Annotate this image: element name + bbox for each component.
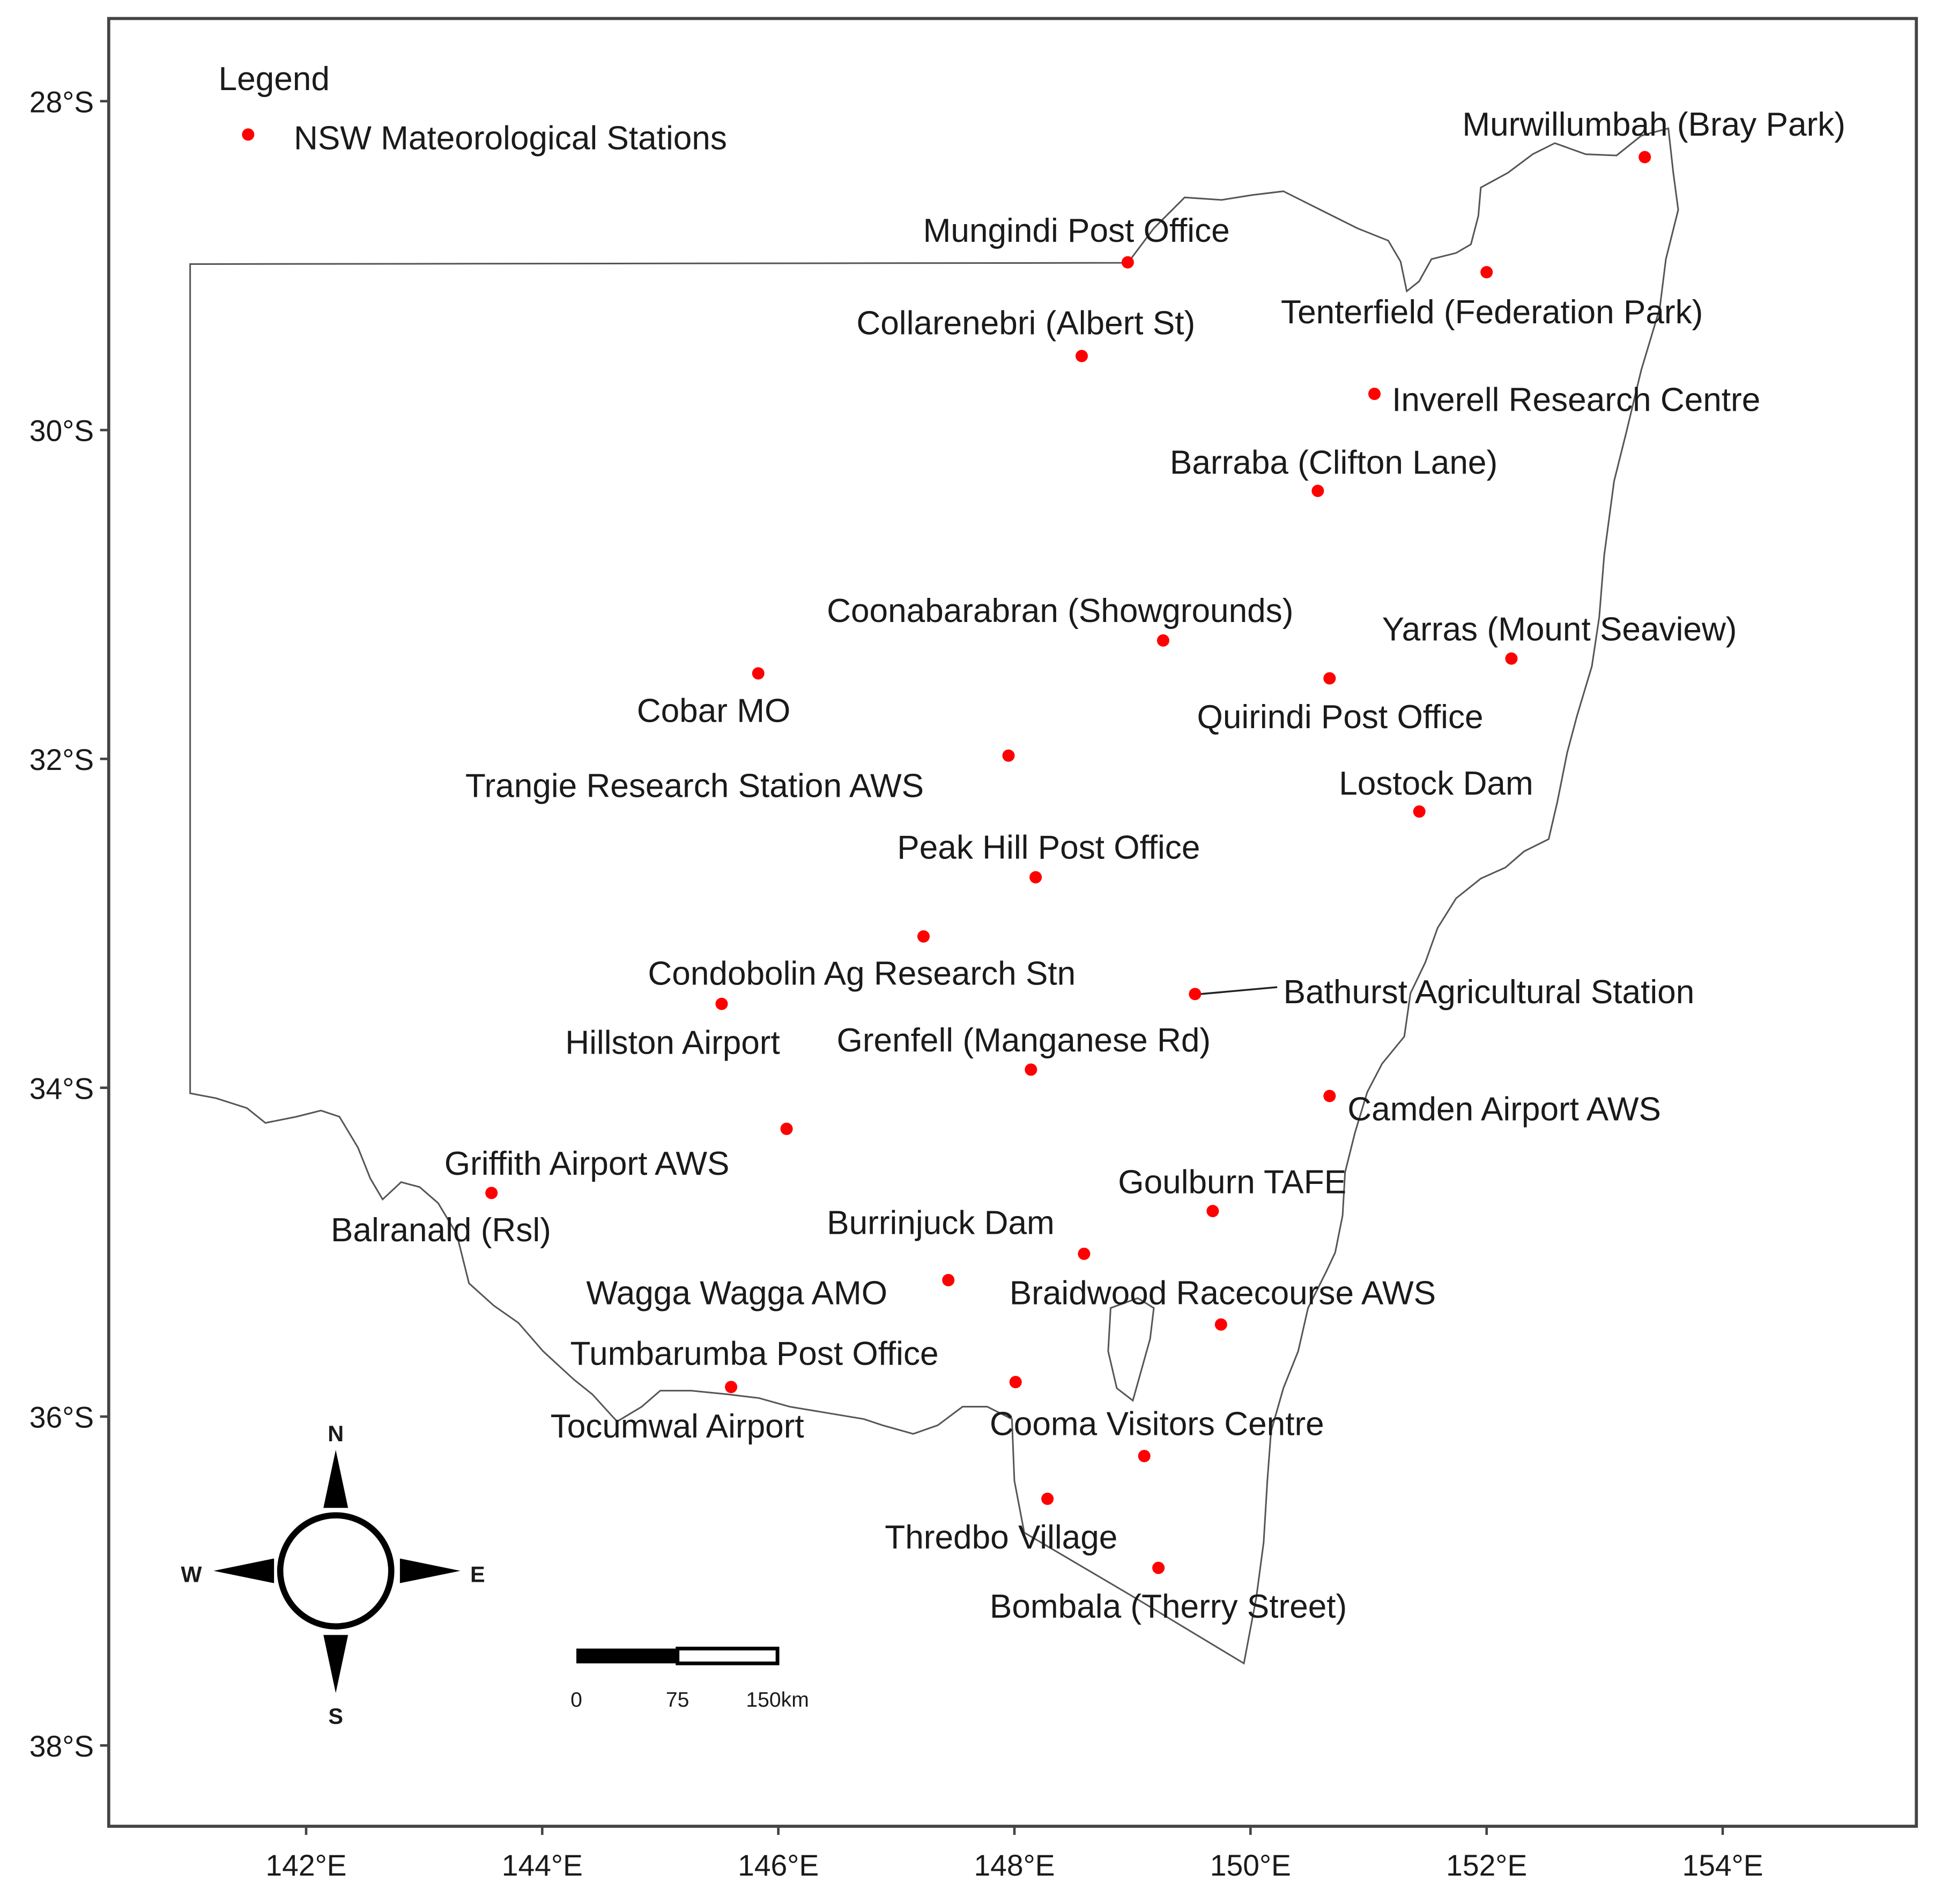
station-label: Camden Airport AWS (1347, 1091, 1661, 1128)
station-marker[interactable] (1009, 1376, 1022, 1389)
compass-n: N (328, 1421, 344, 1446)
x-tick-label: 144°E (502, 1849, 583, 1882)
station-label: Balranald (Rsl) (331, 1212, 551, 1249)
legend-title: Legend (219, 61, 330, 98)
y-tick-label: 38°S (29, 1730, 94, 1763)
station-marker[interactable] (1480, 266, 1493, 279)
station-marker[interactable] (1189, 988, 1202, 1001)
legend: Legend NSW Mateorological Stations (219, 61, 727, 157)
station-label: Barraba (Clifton Lane) (1170, 444, 1497, 481)
station-label: Cobar MO (637, 692, 791, 729)
x-tick-label: 150°E (1210, 1849, 1291, 1882)
station-label: Tumbarumba Post Office (570, 1335, 938, 1372)
station-marker[interactable] (942, 1273, 955, 1286)
station-marker[interactable] (1311, 484, 1324, 497)
x-tick-label: 154°E (1682, 1849, 1763, 1882)
station-marker[interactable] (780, 1122, 793, 1135)
y-tick-label: 36°S (29, 1401, 94, 1434)
station-label: Wagga Wagga AMO (586, 1275, 887, 1312)
station-label: Peak Hill Post Office (897, 829, 1200, 866)
plot-frame (107, 17, 1918, 1828)
station-marker[interactable] (752, 667, 765, 680)
act-boundary (1107, 1297, 1155, 1402)
station-label: Yarras (Mount Seaview) (1382, 611, 1737, 648)
station-label: Griffith Airport AWS (444, 1145, 730, 1182)
station-marker[interactable] (1214, 1318, 1227, 1331)
compass-east-arrow-icon (399, 1558, 461, 1583)
station-marker[interactable] (1029, 871, 1042, 884)
station-label: Collarenebri (Albert St) (856, 305, 1195, 342)
station-marker[interactable] (1505, 652, 1518, 665)
station-label: Quirindi Post Office (1197, 699, 1484, 736)
station-marker[interactable] (1368, 388, 1381, 401)
station-label: Thredbo Village (885, 1519, 1117, 1556)
station-marker[interactable] (1002, 749, 1015, 762)
compass-north-arrow-icon (323, 1450, 349, 1508)
station-marker[interactable] (1323, 672, 1336, 685)
compass-rose: N S W E (181, 1421, 485, 1729)
station-label: Condobolin Ag Research Stn (648, 955, 1076, 992)
station-marker[interactable] (1121, 256, 1134, 269)
y-tick-label: 34°S (29, 1072, 94, 1105)
x-tick-label: 146°E (738, 1849, 819, 1882)
station-label: Bombala (Therry Street) (990, 1588, 1347, 1625)
station-label: Tocumwal Airport (551, 1408, 804, 1445)
x-tick-label: 152°E (1446, 1849, 1527, 1882)
station-marker[interactable] (1156, 634, 1169, 647)
stations-layer: Murwillumbah (Bray Park) Mungindi Post Of… (331, 106, 1845, 1625)
station-label: Burrinjuck Dam (827, 1204, 1055, 1241)
station-marker[interactable] (1323, 1090, 1336, 1102)
station-marker[interactable] (485, 1187, 498, 1199)
station-marker[interactable] (1025, 1063, 1037, 1076)
station-marker[interactable] (1075, 350, 1088, 362)
station-label: Trangie Research Station AWS (465, 768, 924, 805)
station-marker[interactable] (1639, 151, 1651, 164)
y-tick-label: 28°S (29, 85, 94, 118)
compass-w: W (181, 1562, 202, 1587)
compass-ring-icon (277, 1512, 395, 1629)
station-marker[interactable] (917, 930, 930, 943)
station-label: Goulburn TAFE (1118, 1164, 1346, 1201)
scale-bar-black (576, 1648, 678, 1664)
station-marker[interactable] (725, 1381, 738, 1394)
station-marker[interactable] (1206, 1205, 1219, 1218)
station-label: Cooma Visitors Centre (990, 1405, 1324, 1442)
station-label: Hillston Airport (565, 1024, 780, 1061)
station-label: Bathurst Agricultural Station (1284, 974, 1695, 1011)
station-marker[interactable] (1138, 1450, 1151, 1463)
station-marker[interactable] (715, 997, 728, 1010)
compass-west-arrow-icon (213, 1558, 275, 1583)
nsw-boundary (189, 127, 1679, 1665)
x-tick-label: 142°E (265, 1849, 346, 1882)
y-tick-label: 30°S (29, 414, 94, 448)
station-label: Lostock Dam (1339, 765, 1533, 802)
bathurst-leader-line (1194, 986, 1278, 996)
scale-bar: 0 75 150km (570, 1647, 809, 1712)
station-label: Mungindi Post Office (923, 212, 1230, 249)
compass-e: E (470, 1562, 485, 1587)
scale-label-150: 150km (746, 1688, 809, 1712)
station-label: Murwillumbah (Bray Park) (1462, 106, 1845, 143)
station-marker[interactable] (1041, 1492, 1054, 1505)
station-marker[interactable] (1413, 805, 1426, 818)
scale-label-0: 0 (570, 1688, 582, 1712)
station-label: Coonabarabran (Showgrounds) (827, 592, 1293, 629)
station-label: Braidwood Racecourse AWS (1010, 1275, 1436, 1312)
station-marker[interactable] (1152, 1561, 1165, 1574)
station-label: Inverell Research Centre (1392, 381, 1760, 418)
scale-bar-white (676, 1647, 780, 1665)
x-tick-label: 148°E (974, 1849, 1055, 1882)
legend-item-label: NSW Mateorological Stations (294, 120, 727, 157)
legend-marker (242, 128, 255, 141)
scale-label-75: 75 (666, 1688, 690, 1712)
y-tick-label: 32°S (29, 743, 94, 776)
station-label: Tenterfield (Federation Park) (1281, 294, 1703, 331)
compass-s: S (328, 1704, 343, 1729)
axis-ticks: 142°E 144°E 146°E 148°E 150°E 152°E 154°E 28°S 3… (29, 85, 1763, 1882)
compass-south-arrow-icon (323, 1635, 349, 1693)
station-label: Grenfell (Manganese Rd) (837, 1022, 1211, 1059)
station-marker[interactable] (1078, 1247, 1091, 1260)
